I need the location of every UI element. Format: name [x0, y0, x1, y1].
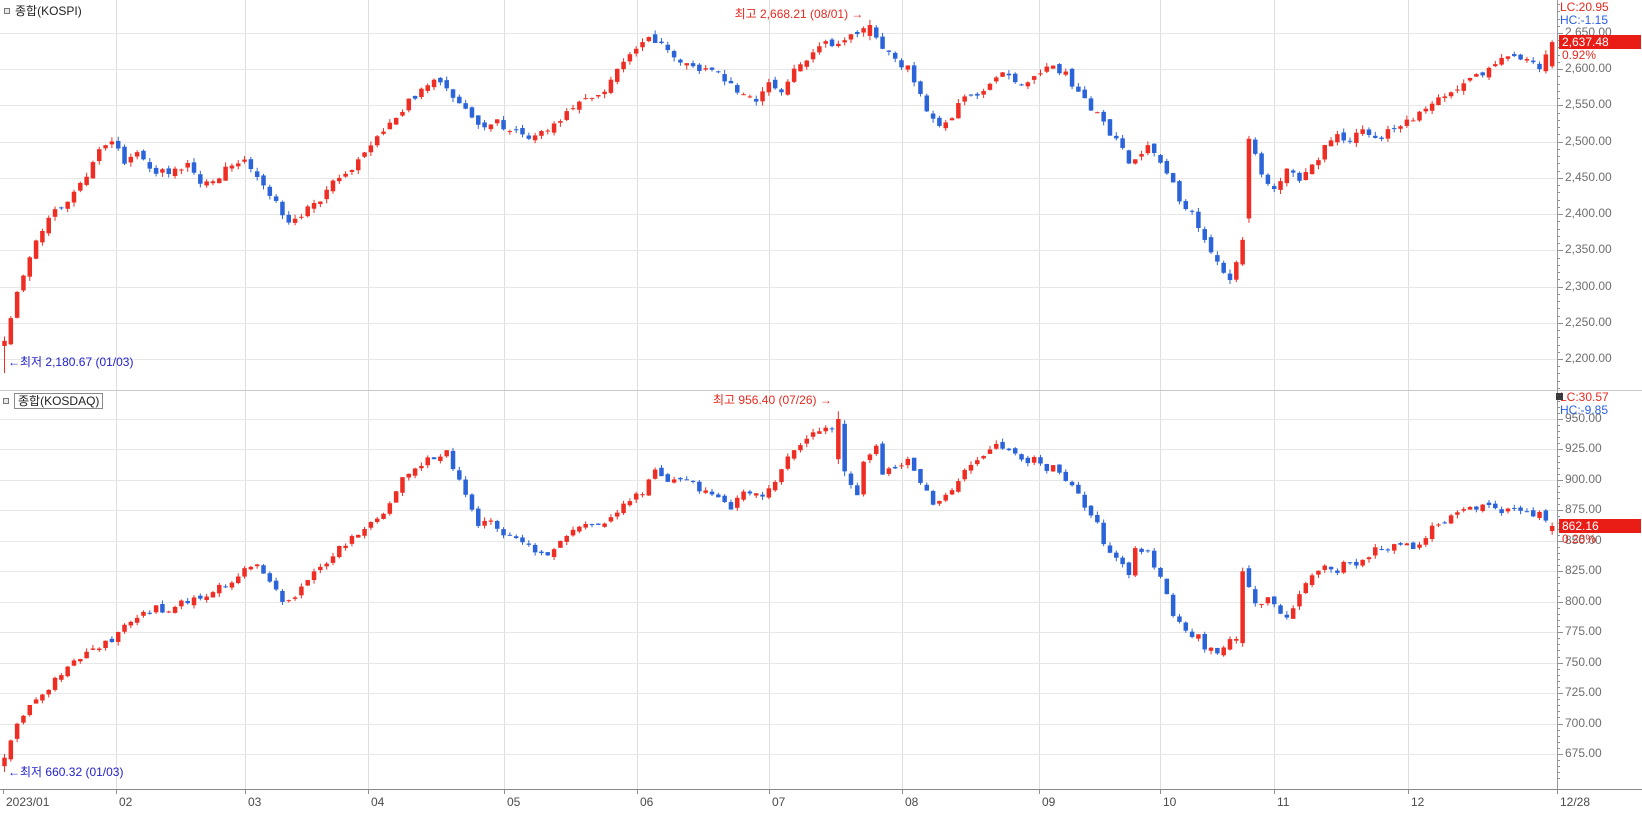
kosdaq-low-annotation: ←최저 660.32 (01/03) [8, 765, 124, 779]
kosdaq-pane-title-label: 종합(KOSDAQ) [14, 393, 104, 409]
pane-splitter-handle[interactable] [1556, 393, 1563, 400]
left-arrow-icon: ← [8, 355, 20, 369]
kosdaq-high-annotation: 최고 956.40 (07/26) → [713, 393, 832, 407]
left-arrow-icon: ← [8, 765, 20, 779]
kospi-high-change-label: HC:-1.15 [1560, 13, 1609, 27]
kosdaq-pane-title[interactable]: 종합(KOSDAQ) [3, 393, 104, 409]
right-arrow-icon: → [851, 7, 864, 21]
kosdaq-low-change-label: LC:30.57 [1560, 390, 1609, 404]
kospi-high-annotation: 최고 2,668.21 (08/01) → [734, 7, 864, 21]
kosdaq-high-change-label: HC:-9.85 [1560, 403, 1609, 417]
candles-kospi [2, 19, 1555, 374]
kosdaq-change-percent: 0.28% [1562, 532, 1597, 546]
kospi-pane-title-label: 종합(KOSPI) [15, 4, 82, 18]
kospi-last-price-badge: 2,637.48 [1559, 35, 1641, 49]
kospi-pane-title[interactable]: 종합(KOSPI) [4, 4, 82, 18]
kospi-low-annotation: ←최저 2,180.67 (01/03) [8, 355, 134, 369]
legend-square-icon [3, 398, 9, 404]
kosdaq-last-price-badge: 862.16 [1559, 519, 1641, 533]
kospi-low-change-label: LC:20.95 [1560, 0, 1609, 14]
kospi-change-percent: 0.92% [1562, 48, 1597, 62]
right-arrow-icon: → [819, 393, 832, 407]
legend-square-icon [4, 8, 10, 14]
candles-kosdaq [2, 411, 1555, 772]
